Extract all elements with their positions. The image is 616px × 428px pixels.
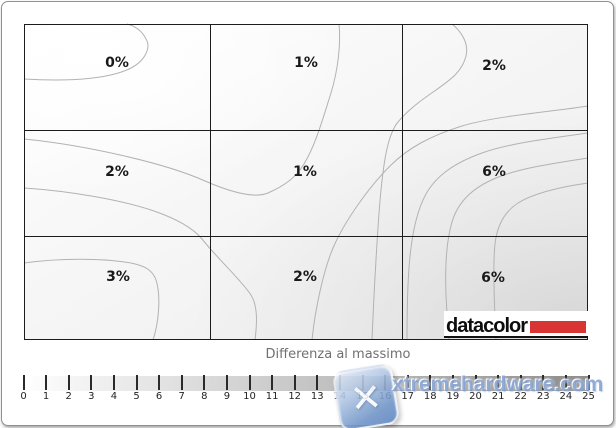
cell-label-bottom-left: 3% [106, 269, 130, 285]
scale-tick-label: 19 [446, 391, 460, 402]
scale-tick [497, 375, 500, 390]
datacolor-logo: datacolor [444, 311, 589, 338]
cell-label-top-right: 2% [482, 58, 506, 74]
scale-tick [112, 375, 115, 390]
scale-tick-label: 21 [491, 391, 505, 402]
cell-label-middle-center: 1% [293, 164, 317, 180]
scale-tick-label: 17 [401, 391, 415, 402]
watermark-text: xtremehardware.com [392, 373, 604, 396]
datacolor-logo-text: datacolor [446, 315, 528, 337]
scale-tick-label: 8 [201, 391, 208, 402]
scale-tick-label: 18 [423, 391, 437, 402]
scale-numbers: 0123456789101112131415161718192021222324… [20, 391, 595, 405]
scale-tick-label: 4 [110, 391, 118, 402]
scale-tick [225, 375, 228, 390]
cell-label-top-left: 0% [105, 55, 129, 71]
x-glyph: ✕ [347, 373, 385, 422]
scale-tick-label: 10 [243, 391, 256, 402]
cell-label-bottom-right: 6% [481, 270, 505, 286]
scale-tick-label: 7 [178, 391, 185, 402]
scale-tick [180, 375, 183, 390]
scale-tick [542, 375, 545, 390]
scale-tick [203, 375, 206, 390]
scale-tick-label: 5 [133, 391, 140, 402]
scale-tick [22, 375, 25, 390]
scale-tick-label: 2 [65, 391, 72, 402]
scale-tick [90, 375, 93, 390]
scale-tick [316, 375, 319, 390]
cell-label-middle-left: 2% [105, 164, 129, 180]
scale-tick-label: 12 [288, 391, 302, 402]
scale-tick [135, 375, 138, 390]
scale-title: Differenza al massimo [265, 347, 411, 362]
watermark-x-key-icon: ✕ [331, 362, 401, 428]
scale-tick-label: 1 [42, 391, 50, 402]
scale-tick [474, 375, 477, 390]
cell-label-bottom-center: 2% [293, 269, 317, 285]
scale-tick-label: 0 [20, 391, 27, 402]
scale-tick [519, 375, 522, 390]
cell-label-top-center: 1% [294, 55, 318, 71]
scale-tick [429, 375, 432, 390]
scale-tick [67, 375, 70, 390]
logo-red-bar [530, 321, 587, 333]
scale-tick-label: 25 [582, 391, 595, 402]
gradient-bar [22, 375, 590, 391]
scale-tick [406, 375, 409, 390]
scale-tick-label: 24 [559, 391, 573, 402]
scale-tick [293, 375, 296, 390]
scale-tick [45, 375, 48, 390]
scale-tick [564, 375, 567, 390]
scale-tick [451, 375, 454, 390]
scale-tick [271, 375, 274, 390]
scale-tick-label: 13 [310, 391, 324, 402]
scale-tick-label: 22 [514, 391, 528, 402]
scale-tick-label: 9 [223, 391, 231, 402]
cell-label-middle-right: 6% [482, 164, 506, 180]
scale-tick [587, 375, 590, 390]
scale-tick-label: 23 [536, 391, 550, 402]
scale-tick-label: 6 [155, 391, 163, 402]
scale-tick [158, 375, 161, 390]
scale-tick-label: 11 [265, 391, 279, 402]
scale-tick-label: 20 [469, 391, 482, 402]
scale-tick-label: 3 [88, 391, 95, 402]
scale-tick [248, 375, 251, 390]
